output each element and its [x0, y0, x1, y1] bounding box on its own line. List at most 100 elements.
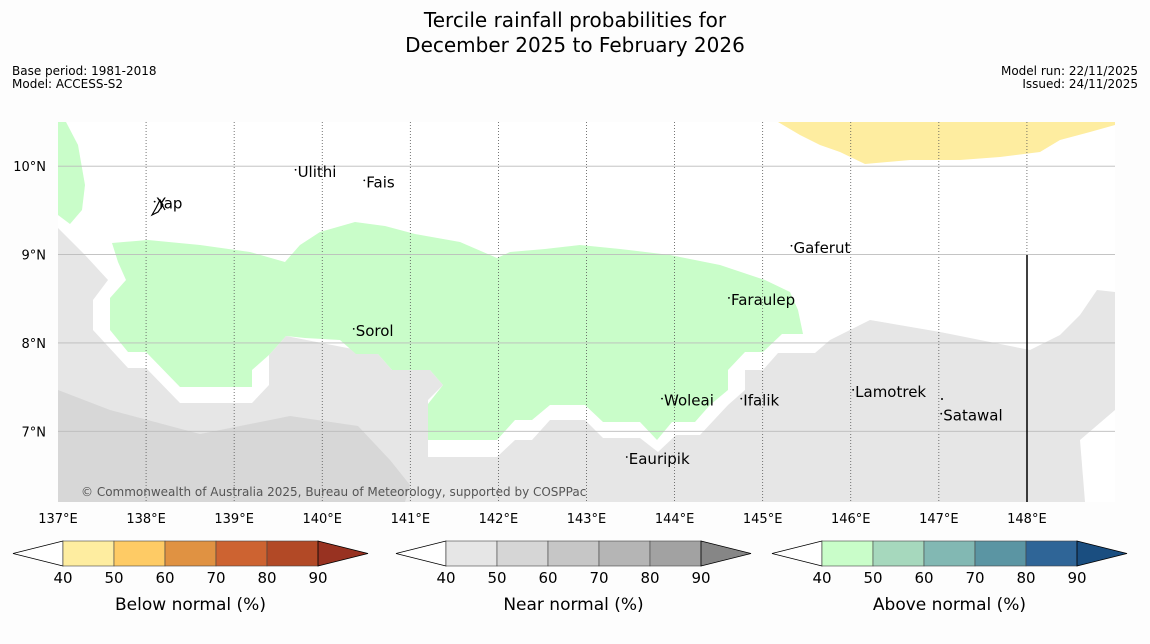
legend-tick-label: 70 — [589, 569, 608, 587]
yap-island-outline — [150, 198, 166, 217]
place-label: Yap — [156, 195, 183, 213]
legend-swatch — [598, 540, 651, 567]
legend-tick-label: 50 — [104, 569, 123, 587]
legend-swatch — [445, 540, 498, 567]
legend-title: Above normal (%) — [873, 595, 1026, 615]
longitude-tick-label: 145°E — [743, 512, 783, 527]
longitude-tick-label: 138°E — [126, 512, 166, 527]
legend-tick-label: 60 — [538, 569, 557, 587]
title-line-2: December 2025 to February 2026 — [405, 33, 745, 57]
issued-date: Issued: 24/11/2025 — [1022, 77, 1138, 91]
legend-title: Near normal (%) — [503, 595, 643, 615]
place-marker — [852, 388, 855, 391]
longitude-tick-label: 146°E — [831, 512, 871, 527]
legend-swatch — [113, 540, 166, 567]
gridlines — [58, 122, 1115, 502]
legend-swatch — [821, 540, 874, 567]
latitude-tick-label: 10°N — [13, 160, 46, 175]
longitude-labels: 137°E 138°E 139°E 140°E 141°E 142°E 143°E 144°E… — [38, 512, 1046, 527]
place-label: Faraulep — [731, 291, 795, 309]
legend-swatch — [266, 540, 319, 567]
legend-tick-label: 70 — [206, 569, 225, 587]
legend-tick-label: 70 — [965, 569, 984, 587]
legend-tick-label: 80 — [640, 569, 659, 587]
legend-tick-label: 50 — [863, 569, 882, 587]
meta-left: Base period: 1981-2018 Model: ACCESS-S2 — [12, 65, 157, 91]
place-labels: Yap Ulithi Fais Gaferut Faraulep Sorol Lamotre… — [153, 163, 1003, 468]
place-label: Satawal — [943, 407, 1002, 425]
place-label: Ifalik — [743, 392, 779, 410]
legend-extend-high — [317, 540, 369, 567]
latitude-tick-label: 8°N — [22, 337, 47, 352]
legend-colorbar: 40 50 60 70 80 90 Above normal (%) — [771, 540, 1128, 615]
legends: 40 50 60 70 80 90 Below normal (%) 40 50 60 70 80 90… — [12, 540, 1128, 615]
place-label: Gaferut — [793, 239, 850, 257]
place-marker — [940, 412, 943, 415]
place-marker — [352, 327, 355, 330]
legend-tick-label: 90 — [1067, 569, 1086, 587]
legend-extend-low — [771, 540, 823, 567]
legend-extend-low — [12, 540, 64, 567]
place-marker — [661, 397, 663, 400]
legend-swatch — [215, 540, 268, 567]
latitude-labels: 10°N 9°N 8°N 7°N — [13, 160, 46, 440]
legend-extend-low — [395, 540, 447, 567]
legend-tick-label: 80 — [1016, 569, 1035, 587]
legend-colorbar: 40 50 60 70 80 90 Below normal (%) — [12, 540, 369, 615]
longitude-tick-label: 137°E — [38, 512, 78, 527]
longitude-tick-label: 147°E — [919, 512, 959, 527]
legend-extend-high — [1076, 540, 1128, 567]
map-title: Tercile rainfall probabilities for Decem… — [0, 8, 1150, 58]
legend-tick-label: 40 — [53, 569, 72, 587]
title-line-1: Tercile rainfall probabilities for — [423, 8, 727, 32]
model-name: Model: ACCESS-S2 — [12, 77, 124, 91]
place-label: Fais — [366, 173, 395, 191]
longitude-tick-label: 144°E — [655, 512, 695, 527]
legend-extend-high — [700, 540, 752, 567]
longitude-tick-label: 140°E — [302, 512, 342, 527]
legend-title: Below normal (%) — [115, 595, 266, 615]
legend-swatch — [547, 540, 600, 567]
legend-swatch — [974, 540, 1027, 567]
place-label: Ulithi — [298, 163, 337, 181]
place-label: Sorol — [356, 322, 394, 340]
legend-tick-label: 60 — [914, 569, 933, 587]
place-marker — [728, 297, 730, 299]
place-marker — [625, 456, 628, 458]
latitude-tick-label: 9°N — [22, 249, 47, 264]
legend-tick-label: 40 — [812, 569, 831, 587]
meta-right: Model run: 22/11/2025 Issued: 24/11/2025 — [1001, 65, 1138, 91]
legend-colorbar: 40 50 60 70 80 90 Near normal (%) — [395, 540, 752, 615]
legend-swatch — [164, 540, 217, 567]
model-run: Model run: 22/11/2025 — [1000, 64, 1138, 78]
below-normal-40-50-region — [778, 122, 1115, 164]
legend-tick-label: 80 — [257, 569, 276, 587]
legend-swatch — [649, 540, 702, 567]
island-dot — [941, 398, 943, 400]
longitude-tick-label: 143°E — [567, 512, 607, 527]
legend-swatch — [872, 540, 925, 567]
base-period: Base period: 1981-2018 — [12, 64, 157, 78]
place-label: Lamotrek — [855, 383, 926, 401]
place-label: Eauripik — [629, 450, 690, 468]
legend-swatch — [923, 540, 976, 567]
above-normal-40-50-region-west — [58, 122, 85, 224]
longitude-tick-label: 141°E — [391, 512, 431, 527]
latitude-tick-label: 7°N — [22, 425, 47, 440]
place-marker — [294, 168, 297, 171]
legend-tick-label: 60 — [155, 569, 174, 587]
legend-swatch — [1025, 540, 1078, 567]
place-label: Woleai — [664, 392, 714, 410]
copyright-text: © Commonwealth of Australia 2025, Bureau… — [81, 485, 586, 499]
place-marker — [153, 200, 156, 203]
legend-swatch — [62, 540, 115, 567]
longitude-tick-label: 139°E — [214, 512, 254, 527]
longitude-tick-label: 142°E — [479, 512, 519, 527]
legend-swatch — [496, 540, 549, 567]
legend-tick-label: 90 — [308, 569, 327, 587]
legend-tick-label: 90 — [691, 569, 710, 587]
place-marker — [363, 179, 366, 182]
legend-tick-label: 50 — [487, 569, 506, 587]
place-marker — [740, 397, 743, 400]
